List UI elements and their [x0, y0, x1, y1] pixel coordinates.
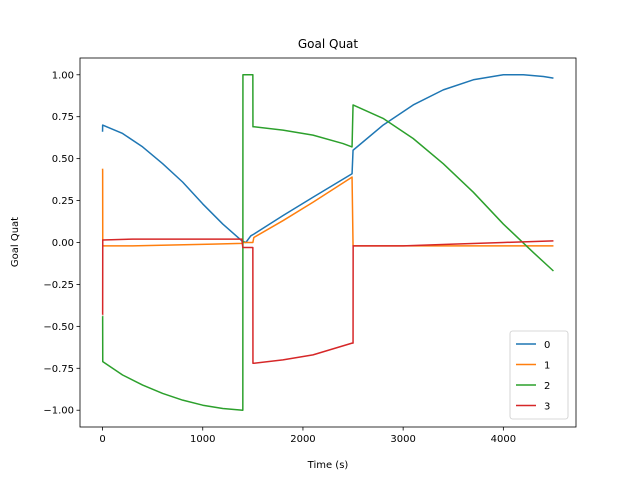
y-axis-label: Goal Quat — [10, 217, 21, 267]
y-tick-label: 1.00 — [52, 70, 74, 81]
y-tick-label: 0.75 — [52, 112, 74, 123]
x-axis-label: Time (s) — [307, 460, 349, 471]
y-tick-label: −0.25 — [43, 280, 74, 291]
x-tick-label: 1000 — [190, 434, 215, 445]
x-tick-label: 0 — [99, 434, 105, 445]
chart-title: Goal Quat — [298, 37, 359, 51]
series-line-3 — [101, 238, 554, 365]
legend-box — [509, 330, 569, 420]
y-tick-label: 0.50 — [52, 154, 74, 165]
y-tick-label: 0.25 — [52, 196, 74, 207]
y-tick-label: 0.00 — [52, 238, 74, 249]
y-tick-label: −0.75 — [43, 364, 74, 375]
x-tick-label: 4000 — [491, 434, 516, 445]
y-tick-label: −1.00 — [43, 406, 74, 417]
legend-label-0: 0 — [544, 340, 550, 351]
legend-label-1: 1 — [544, 361, 550, 372]
legend-label-2: 2 — [544, 381, 550, 392]
legend-label-3: 3 — [544, 402, 550, 413]
y-tick-label: −0.50 — [43, 322, 74, 333]
plot-area: 0 1000 2000 3000 4000 −1.00 −0.75 −0.50 −0.25 0.0… — [43, 57, 577, 445]
x-tick-label: 3000 — [390, 434, 415, 445]
series-line-0 — [101, 74, 554, 244]
x-tick-label: 2000 — [290, 434, 315, 445]
series-line-2 — [101, 74, 554, 411]
